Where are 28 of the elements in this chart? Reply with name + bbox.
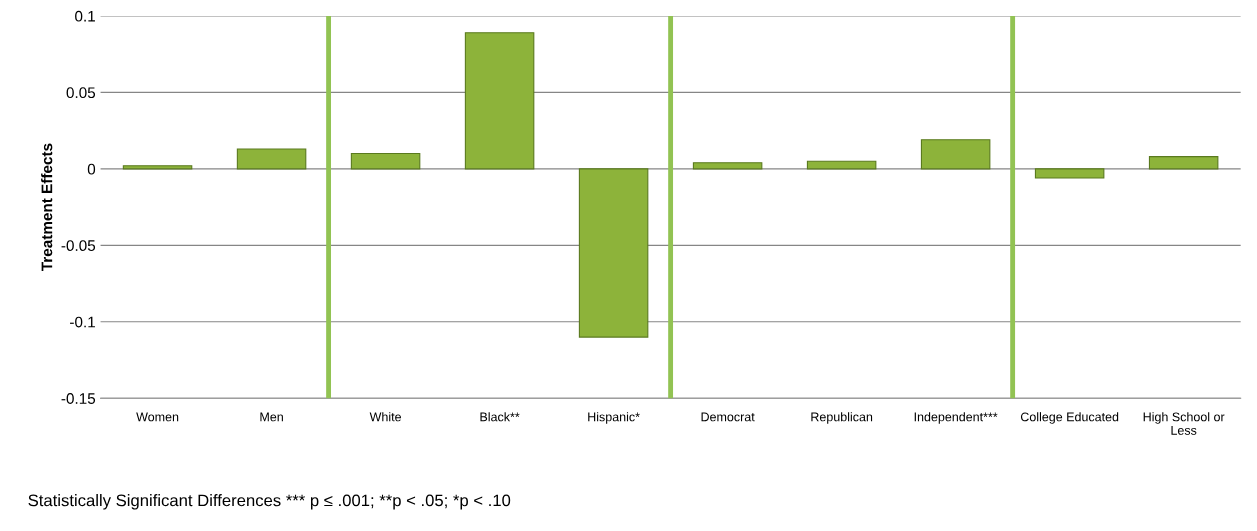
x-tick-label: Men [260,412,283,422]
bar [920,139,991,170]
y-tick-label: -0.15 [61,393,96,404]
bar [1148,156,1219,170]
bar [122,165,193,170]
bar [1034,168,1105,179]
y-tick-label: -0.1 [70,316,95,328]
bar [692,162,763,170]
y-tick-label: 0.1 [75,10,95,22]
x-tick-label: White [369,412,402,422]
x-tick-label: Black** [480,412,520,422]
bar [806,160,877,170]
y-tick-label: 0.05 [66,87,96,99]
x-tick-label: College Educated [1020,412,1119,424]
x-tick-label: Hispanic* [588,412,640,424]
bar [578,168,649,338]
x-tick-label: Democrat [701,412,755,422]
x-tick-label: Republican [811,412,873,424]
x-tick-label: Women [136,412,179,422]
bar [350,153,421,170]
y-tick-label: -0.05 [61,240,96,252]
x-tick-label: Independent*** [914,412,998,424]
text: Statistically Significant Differences *** p ≤ .001; **p < .05; *p < .10 [28,494,511,510]
bar [464,32,535,170]
x-tick-label: High School or Less [1143,412,1225,435]
y-axis-title: Treatment Effects [41,143,53,272]
y-tick-label: 0 [87,163,96,175]
bar [236,148,307,170]
